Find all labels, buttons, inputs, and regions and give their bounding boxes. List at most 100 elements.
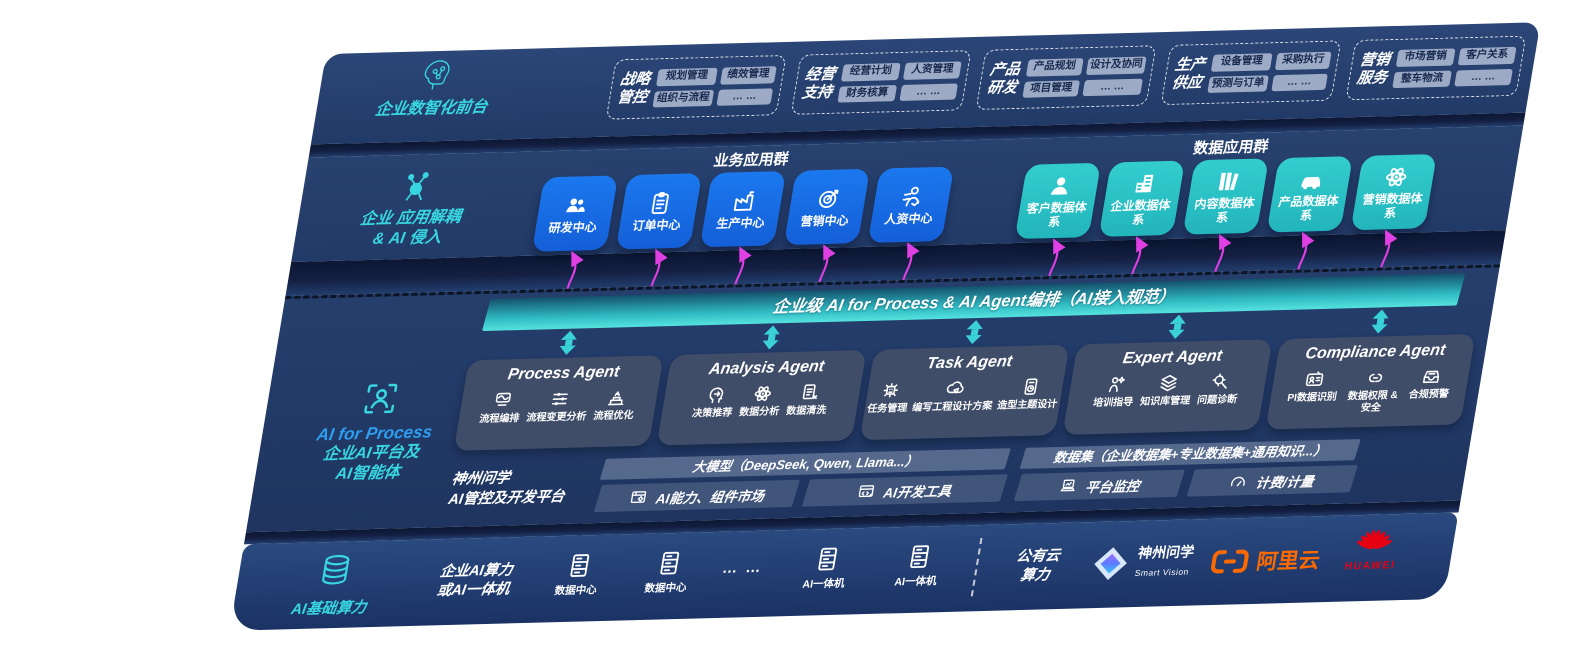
group-chip: 预测与订单 <box>1207 74 1269 93</box>
ai-devtools-chip: AI开发工具 <box>803 474 1005 506</box>
idcard-icon <box>1302 368 1328 391</box>
connector-arrow <box>964 319 985 345</box>
components-icon <box>628 488 650 508</box>
alert-tray-icon <box>1419 365 1445 388</box>
connector-arrow <box>761 325 782 350</box>
decision-icon <box>702 384 728 407</box>
server-icon <box>654 549 685 578</box>
group-chip: 市场营销 <box>1395 48 1456 67</box>
datacenter-node-2: 数据中心 <box>643 549 693 596</box>
datacenter-node-1: 数据中心 <box>553 551 603 598</box>
factory-icon <box>729 187 759 214</box>
group-chip: 采购执行 <box>1274 51 1332 70</box>
group-chip: … … <box>898 82 959 102</box>
tile-order-center: 订单中心 <box>615 173 703 250</box>
agent-item: 问题诊断 <box>1196 370 1242 407</box>
application-layer: 企业 应用解耦 & AI 侵入 业务应用群 研发中心 订单中心 生产中心 营销中心 <box>291 125 1524 262</box>
group-chip: 财务核算 <box>837 84 897 103</box>
agent-item: 编写工程设计方案 <box>911 377 997 415</box>
brain-icon <box>415 57 459 96</box>
flow-icon <box>490 389 516 412</box>
tile-marketing-data: 营销数据体系 <box>1350 153 1437 231</box>
books-icon <box>1213 168 1243 195</box>
server-icon <box>564 551 595 580</box>
platform-monitor-chip: 平台监控 <box>1016 470 1183 501</box>
group-chip: 规划管理 <box>656 67 718 86</box>
agent-item: 知识库管理 <box>1139 371 1195 408</box>
car-icon <box>1296 165 1328 192</box>
ai-platform-layer: AI for Process 企业AI平台及 AI智能体 企业级 AI for … <box>245 264 1501 533</box>
group-chip: 组织与流程 <box>652 89 714 108</box>
front-groups: 战略 管控 规划管理 绩效管理 组织与流程 … … 经营 支持 经营计划 人资管理 … <box>605 35 1527 120</box>
group-chip: 绩效管理 <box>719 66 777 85</box>
group-chip: 产品规划 <box>1025 58 1084 77</box>
server-icon <box>812 545 843 574</box>
agent-boxes: Process Agent 流程编排 流程变更分析 流程优化 <box>453 334 1476 451</box>
nodes-ellipsis: … … <box>721 558 765 577</box>
optimize-icon <box>604 386 630 409</box>
app-label-line2: & AI 侵入 <box>371 229 443 248</box>
layers-icon <box>1155 372 1181 395</box>
group-chip: 人资管理 <box>902 61 962 80</box>
compute-layer: AI基础算力 企业AI算力 或AI一体机 数据中心 数据中心 … … AI一体机 … <box>229 512 1459 631</box>
group-operation: 经营 支持 经营计划 人资管理 财务核算 … … <box>790 50 972 115</box>
clipboard-icon <box>645 189 675 216</box>
tile-rnd-center: 研发中心 <box>531 175 619 252</box>
model-panel: 大模型（DeepSeek, Qwen, Llama...） AI能力、组件市场 … <box>596 448 1010 512</box>
ai-label-zh1: 企业AI平台及 <box>321 443 421 464</box>
tile-hr-center: 人资中心 <box>867 166 955 243</box>
tile-product-data: 产品数据体系 <box>1266 156 1353 233</box>
data-tiles: 客户数据体系 企业数据体系 内容数据体系 产品数据体系 营销数据体系 <box>1014 153 1437 240</box>
group-chip: 设备管理 <box>1210 53 1273 72</box>
server-icon <box>904 542 935 571</box>
task-icon <box>877 379 903 402</box>
scan-person-icon <box>357 378 404 419</box>
ai-appliance-node-1: AI一体机 <box>801 544 851 591</box>
agent-item: PI数据识别 <box>1286 368 1341 405</box>
alicloud-logo: 阿里云 <box>1206 544 1322 577</box>
analysis-atom-icon <box>749 382 775 405</box>
group-chip: 经营计划 <box>841 62 901 82</box>
divider <box>970 537 983 597</box>
agent-item: 流程优化 <box>592 386 638 423</box>
huawei-logo: HUAWEI <box>1343 526 1402 573</box>
front-office-title: 企业数智化前台 <box>373 98 489 119</box>
group-chip: 项目管理 <box>1022 79 1080 98</box>
database-icon <box>311 551 358 594</box>
smartvision-logo-icon <box>1087 543 1134 584</box>
compute-layer-label: AI基础算力 <box>290 551 376 619</box>
building-icon <box>1129 170 1159 197</box>
agent-item: 合规预警 <box>1408 365 1454 402</box>
compliance-agent-box: Compliance Agent PI数据识别 数据权限 & 安全 合规预警 <box>1265 334 1476 430</box>
huawei-logo-icon <box>1351 526 1396 559</box>
group-chip: … … <box>1270 73 1329 92</box>
tile-customer-data: 客户数据体系 <box>1014 162 1102 240</box>
app-layer-label: 企业 应用解耦 & AI 侵入 <box>308 166 516 251</box>
group-chip: … … <box>715 87 774 106</box>
target-icon <box>813 185 843 212</box>
analysis-agent-box: Analysis Agent 决策推荐 数据分析 数据清洗 <box>656 349 867 446</box>
monitor-icon <box>1057 476 1079 496</box>
sliders-icon <box>547 388 573 411</box>
alicloud-logo-icon <box>1207 547 1254 576</box>
molecule-icon <box>395 168 437 205</box>
diagnose-icon <box>1207 370 1233 393</box>
app-label-line1: 企业 应用解耦 <box>358 208 463 229</box>
cloud-pen-icon <box>942 377 968 400</box>
task-agent-box: Task Agent 任务管理 编写工程设计方案 造型主题设计 <box>859 344 1070 441</box>
hr-icon <box>897 183 927 210</box>
front-office-label: 企业数智化前台 <box>335 55 535 122</box>
tile-production-center: 生产中心 <box>699 170 787 248</box>
diagram-board: 企业数智化前台 战略 管控 规划管理 绩效管理 组织与流程 … … 经营 支持 经营… <box>229 22 1541 631</box>
ai-appliance-node-2: AI一体机 <box>893 542 943 589</box>
group-chip: 客户关系 <box>1457 46 1517 65</box>
permission-icon <box>1363 366 1389 389</box>
connector-arrow <box>558 330 579 356</box>
billing-chip: 计费/计量 <box>1188 465 1355 496</box>
ai-platform-label: AI for Process 企业AI平台及 AI智能体 <box>268 376 481 487</box>
clean-icon <box>796 381 822 404</box>
expert-agent-box: Expert Agent 培训指导 知识库管理 问题诊断 <box>1062 339 1273 435</box>
agent-item: 流程变更分析 <box>525 387 591 424</box>
group-chip: … … <box>1453 68 1513 87</box>
smartvision-logo: 神州问学 Smart Vision <box>1087 541 1196 584</box>
